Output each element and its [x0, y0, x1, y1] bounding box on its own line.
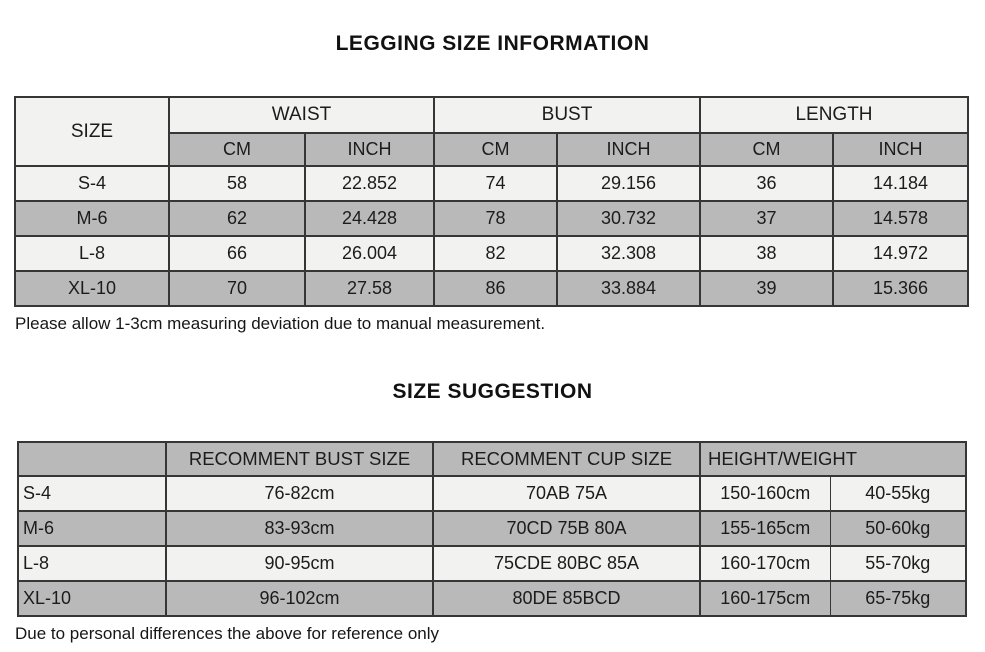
length-cm-value: 39: [699, 270, 834, 307]
waist-group-header: WAIST: [168, 96, 435, 134]
length-cm-value: 38: [699, 235, 834, 272]
table-row-l8: L-8 66 26.004 82 32.308 38 14.972: [14, 235, 969, 272]
recomment-bust-size-header: RECOMMENT BUST SIZE: [165, 441, 434, 477]
height-value: 155-165cm: [699, 510, 831, 547]
length-inch-value: 14.184: [832, 165, 969, 202]
table-row-s4: S-4 58 22.852 74 29.156 36 14.184: [14, 165, 969, 202]
weight-value: 55-70kg: [829, 545, 967, 582]
bust-size-value: 76-82cm: [165, 475, 434, 512]
length-inch-header: INCH: [832, 132, 969, 167]
bust-inch-value: 32.308: [556, 235, 701, 272]
suggestion-row-xl10: XL-10 96-102cm 80DE 85BCD 160-175cm 65-7…: [17, 580, 967, 617]
legging-size-info-title: LEGGING SIZE INFORMATION: [335, 32, 650, 55]
bust-size-value: 83-93cm: [165, 510, 434, 547]
unit-header-row: CM INCH CM INCH CM INCH: [15, 132, 969, 167]
bust-cm-header: CM: [433, 132, 558, 167]
waist-cm-value: 66: [168, 235, 306, 272]
suggestion-row-l8: L-8 90-95cm 75CDE 80BC 85A 160-170cm 55-…: [17, 545, 967, 582]
suggestion-row-m6: M-6 83-93cm 70CD 75B 80A 155-165cm 50-60…: [17, 510, 967, 547]
length-cm-value: 36: [699, 165, 834, 202]
waist-cm-header: CM: [168, 132, 306, 167]
bust-inch-header: INCH: [556, 132, 701, 167]
waist-inch-value: 22.852: [304, 165, 435, 202]
waist-cm-value: 58: [168, 165, 306, 202]
cup-size-value: 70CD 75B 80A: [432, 510, 701, 547]
table-row-xl10: XL-10 70 27.58 86 33.884 39 15.366: [14, 270, 969, 307]
weight-value: 40-55kg: [829, 475, 967, 512]
height-value: 160-170cm: [699, 545, 831, 582]
length-cm-header: CM: [699, 132, 834, 167]
group-header-row: SIZE WAIST BUST LENGTH: [14, 96, 969, 167]
size-label: M-6: [14, 200, 170, 237]
cup-size-value: 80DE 85BCD: [432, 580, 701, 617]
size-suggestion-table: RECOMMENT BUST SIZE RECOMMENT CUP SIZE H…: [17, 441, 967, 617]
suggestion-row-s4: S-4 76-82cm 70AB 75A 150-160cm 40-55kg: [17, 475, 967, 512]
bust-inch-value: 33.884: [556, 270, 701, 307]
height-value: 150-160cm: [699, 475, 831, 512]
bust-cm-value: 78: [433, 200, 558, 237]
table-row-m6: M-6 62 24.428 78 30.732 37 14.578: [14, 200, 969, 237]
length-inch-value: 15.366: [832, 270, 969, 307]
length-inch-value: 14.578: [832, 200, 969, 237]
waist-inch-value: 26.004: [304, 235, 435, 272]
cup-size-value: 70AB 75A: [432, 475, 701, 512]
size-label: XL-10: [14, 270, 170, 307]
size-label: XL-10: [17, 580, 167, 617]
bust-cm-value: 74: [433, 165, 558, 202]
suggestion-header-row: RECOMMENT BUST SIZE RECOMMENT CUP SIZE H…: [17, 441, 967, 477]
bust-inch-value: 30.732: [556, 200, 701, 237]
length-cm-value: 37: [699, 200, 834, 237]
bust-cm-value: 82: [433, 235, 558, 272]
waist-inch-header: INCH: [304, 132, 435, 167]
waist-inch-value: 27.58: [304, 270, 435, 307]
cup-size-value: 75CDE 80BC 85A: [432, 545, 701, 582]
waist-cm-value: 70: [168, 270, 306, 307]
measurement-deviation-note: Please allow 1-3cm measuring deviation d…: [15, 314, 546, 333]
weight-value: 65-75kg: [829, 580, 967, 617]
size-label: M-6: [17, 510, 167, 547]
weight-value: 50-60kg: [829, 510, 967, 547]
bust-size-value: 90-95cm: [165, 545, 434, 582]
bust-size-value: 96-102cm: [165, 580, 434, 617]
size-label: S-4: [14, 165, 170, 202]
waist-inch-value: 24.428: [304, 200, 435, 237]
length-inch-value: 14.972: [832, 235, 969, 272]
bust-inch-value: 29.156: [556, 165, 701, 202]
size-suggestion-title: SIZE SUGGESTION: [392, 380, 593, 403]
size-label: S-4: [17, 475, 167, 512]
size-label: L-8: [14, 235, 170, 272]
reference-only-note: Due to personal differences the above fo…: [15, 624, 440, 643]
size-corner-header: SIZE: [14, 96, 170, 167]
bust-group-header: BUST: [433, 96, 701, 134]
recomment-cup-size-header: RECOMMENT CUP SIZE: [432, 441, 701, 477]
length-group-header: LENGTH: [699, 96, 969, 134]
height-value: 160-175cm: [699, 580, 831, 617]
height-weight-header: HEIGHT/WEIGHT: [699, 441, 967, 477]
corner-empty-cell: [17, 441, 167, 477]
waist-cm-value: 62: [168, 200, 306, 237]
legging-size-table: SIZE WAIST BUST LENGTH CM INCH CM INCH C…: [14, 96, 969, 307]
size-label: L-8: [17, 545, 167, 582]
bust-cm-value: 86: [433, 270, 558, 307]
